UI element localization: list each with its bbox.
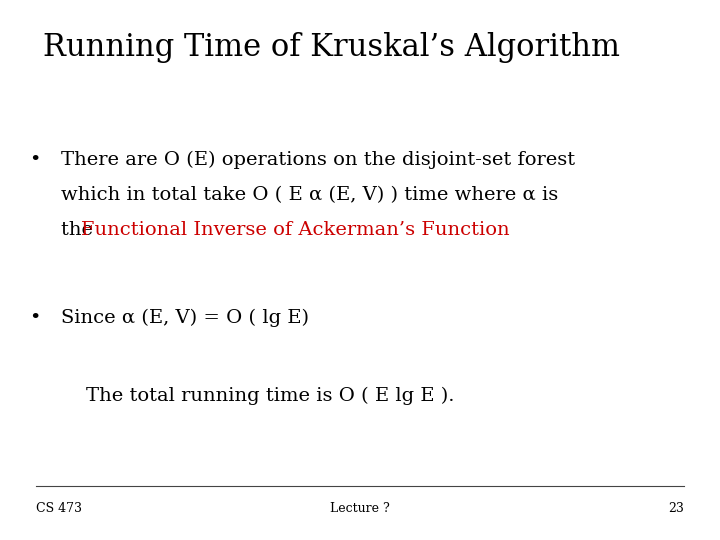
Text: CS 473: CS 473 [36, 502, 82, 515]
Text: 23: 23 [668, 502, 684, 515]
Text: •: • [29, 309, 40, 327]
Text: the: the [61, 221, 99, 239]
Text: Since α (E, V) = O ( lg E): Since α (E, V) = O ( lg E) [61, 309, 309, 327]
Text: •: • [29, 151, 40, 169]
Text: Functional Inverse of Ackerman’s Function: Functional Inverse of Ackerman’s Functio… [81, 221, 510, 239]
Text: The total running time is O ( E lg E ).: The total running time is O ( E lg E ). [86, 387, 455, 404]
Text: There are O (E) operations on the disjoint-set forest: There are O (E) operations on the disjoi… [61, 151, 575, 170]
Text: Lecture ?: Lecture ? [330, 502, 390, 515]
Text: which in total take O ( E α (E, V) ) time where α is: which in total take O ( E α (E, V) ) tim… [61, 186, 559, 204]
Text: Running Time of Kruskal’s Algorithm: Running Time of Kruskal’s Algorithm [43, 32, 620, 63]
